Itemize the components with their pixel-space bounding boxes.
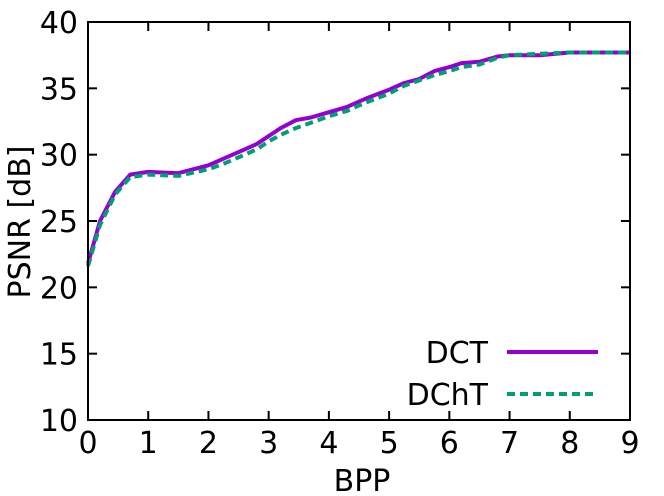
x-tick-label: 9 — [620, 426, 639, 461]
series-line-dcht — [86, 50, 630, 267]
x-tick-label: 6 — [440, 426, 459, 461]
y-axis-label: PSNR [dB] — [3, 146, 38, 299]
ticks-layer: 0 1 2 3 4 5 6 7 8 9 10 15 20 25 30 35 40 — [40, 6, 640, 461]
plot-frame — [87, 21, 631, 421]
x-tick-label: 4 — [319, 426, 338, 461]
x-tick-label: 7 — [500, 426, 519, 461]
y-tick-label: 25 — [40, 205, 78, 240]
x-tick-label: 2 — [199, 426, 218, 461]
legend-label-dct: DCT — [426, 336, 489, 371]
x-tick-label: 1 — [139, 426, 158, 461]
y-tick-label: 30 — [40, 139, 78, 174]
y-tick-label: 15 — [40, 338, 78, 373]
x-tick-label: 5 — [380, 426, 399, 461]
legend: DCT DChT — [407, 336, 598, 413]
y-tick-label: 20 — [40, 271, 78, 306]
legend-label-dcht: DChT — [407, 378, 489, 413]
y-tick-label: 10 — [40, 404, 78, 439]
x-axis-label: BPP — [334, 464, 391, 496]
series-line-dct — [86, 50, 630, 265]
series-layer — [86, 50, 630, 267]
x-tick-label: 8 — [560, 426, 579, 461]
y-tick-label: 40 — [40, 6, 78, 41]
y-tick-label: 35 — [40, 72, 78, 107]
x-tick-label: 3 — [259, 426, 278, 461]
x-tick-label: 0 — [78, 426, 97, 461]
